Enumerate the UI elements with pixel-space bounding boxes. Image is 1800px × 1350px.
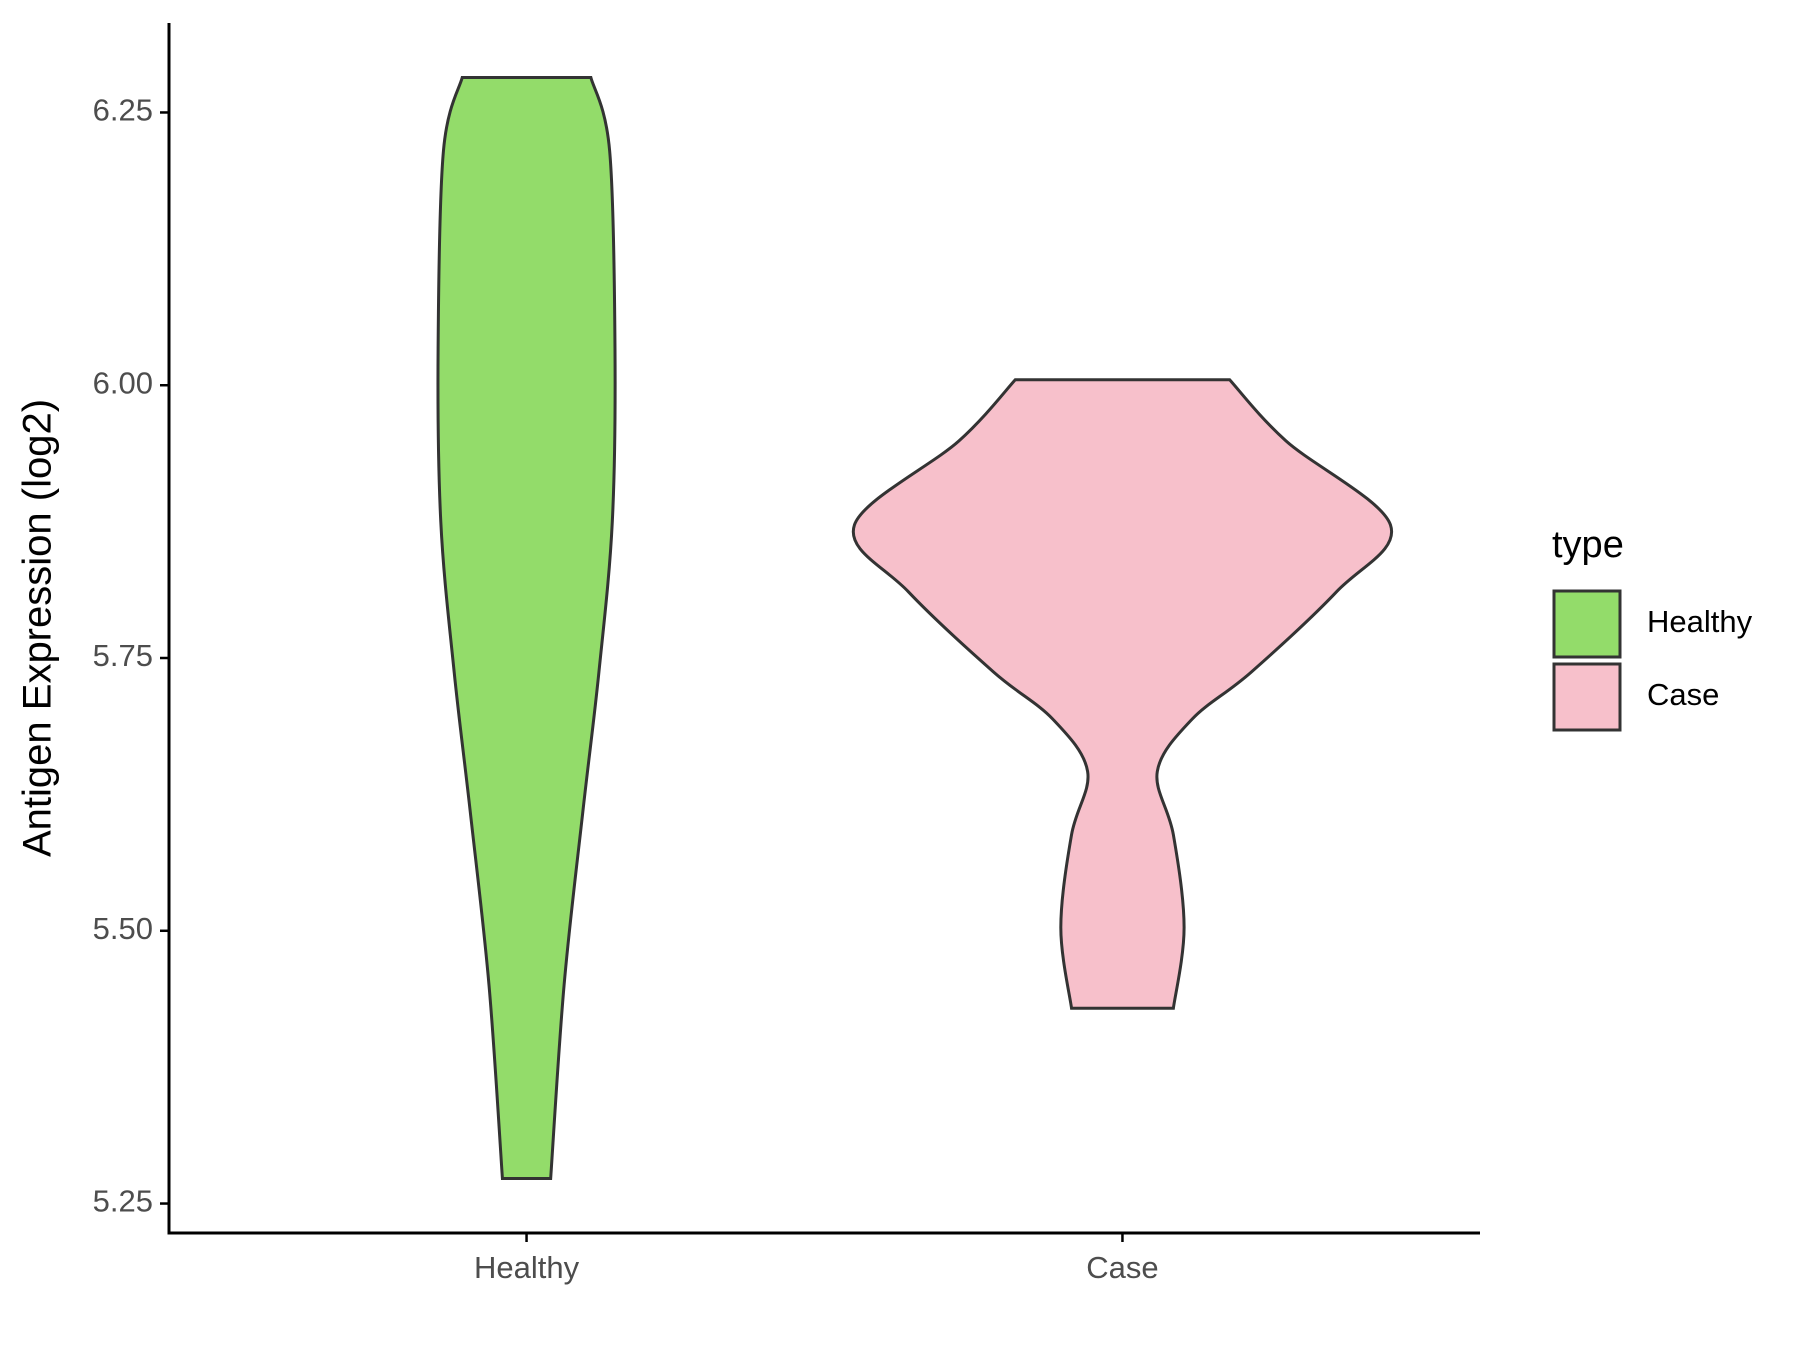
violin: [851, 378, 1394, 1010]
x-tick-label: Healthy: [474, 1250, 580, 1285]
x-tick-label: Case: [1086, 1250, 1158, 1285]
violin: [436, 76, 617, 1180]
legend-key: [1552, 589, 1622, 659]
y-tick-label: 5.25: [93, 1184, 153, 1219]
y-tick-label: 6.00: [93, 365, 153, 400]
y-axis-label: Antigen Expression (log2): [16, 399, 60, 857]
legend-key: [1552, 662, 1622, 732]
legend-label: Healthy: [1647, 604, 1753, 639]
y-tick-label: 5.75: [93, 638, 153, 673]
legend-title: type: [1552, 524, 1624, 566]
y-tick-label: 5.50: [93, 911, 153, 946]
legend-label: Case: [1647, 677, 1719, 712]
y-tick-label: 6.25: [93, 93, 153, 128]
